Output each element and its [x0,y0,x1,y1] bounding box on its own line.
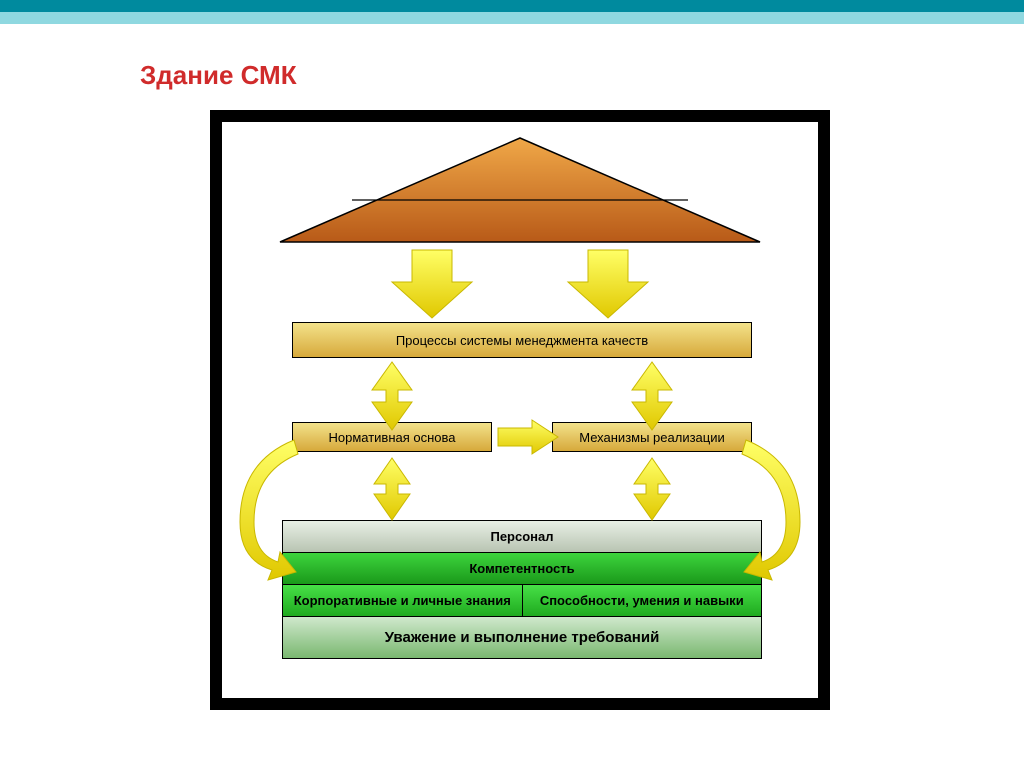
normative-box: Нормативная основа [292,422,492,452]
header-stripe [0,0,1024,24]
foundation-block: Персонал Компетентность Корпоративные и … [282,520,762,659]
processes-box: Процессы системы менеджмента качеств [292,322,752,358]
roof-apex-label: Политика [487,164,553,180]
foundation-right-cell: Способности, умения и навыки [523,585,762,616]
foundation-competence: Компетентность [283,553,761,584]
roof: Политика Цели, задачи, принципы [260,132,780,252]
mechanisms-box: Механизмы реализации [552,422,752,452]
roof-band-label: Цели, задачи, принципы [429,212,612,229]
foundation-personnel: Персонал [283,521,761,552]
slide-title: Здание СМК [140,60,297,91]
foundation-bottom: Уважение и выполнение требований [283,617,761,658]
diagram-frame: Политика Цели, задачи, принципы Процессы… [210,110,830,710]
foundation-left-cell: Корпоративные и личные знания [283,585,523,616]
